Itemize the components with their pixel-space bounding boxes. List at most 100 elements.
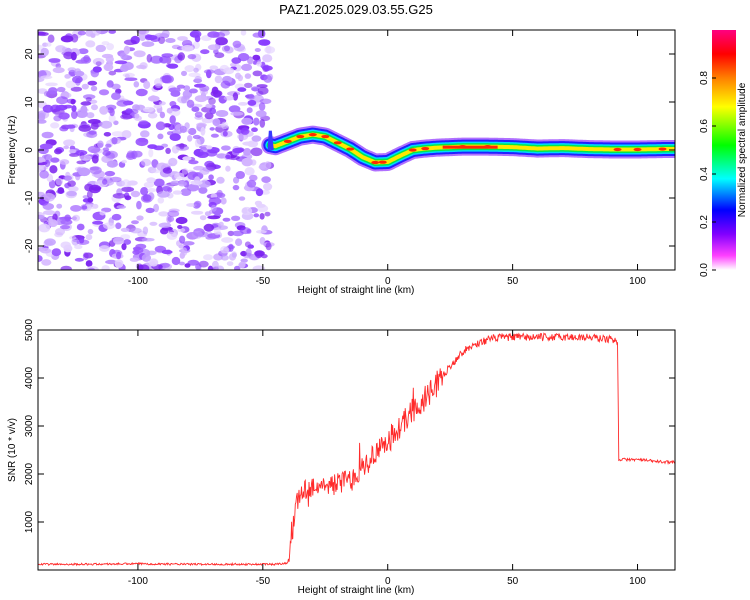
- snr-frame: [37, 329, 676, 571]
- noise-blob: [56, 96, 69, 105]
- noise-blob: [167, 187, 173, 193]
- noise-blob: [237, 53, 250, 62]
- noise-blob: [92, 203, 99, 209]
- noise-blob: [120, 227, 130, 232]
- noise-blob: [136, 30, 150, 35]
- noise-blob: [205, 103, 213, 109]
- noise-blob: [230, 111, 244, 116]
- noise-blob: [244, 73, 252, 79]
- noise-blob: [194, 111, 203, 118]
- noise-blob: [259, 213, 265, 220]
- noise-blob: [213, 227, 221, 236]
- snr-panel: -100 -50 0 50 100 1000 2000 3000 4000 5000 Heigh…: [7, 318, 676, 596]
- noise-blob: [41, 259, 52, 266]
- noise-blob: [214, 52, 225, 59]
- noise-blob: [48, 87, 58, 95]
- ridge-peak: [321, 134, 330, 139]
- noise-blob: [250, 147, 263, 157]
- noise-blob: [241, 117, 253, 125]
- noise-blob: [123, 39, 137, 46]
- noise-blob: [43, 192, 55, 202]
- noise-blob: [142, 226, 149, 235]
- noise-blob: [38, 156, 44, 163]
- noise-blob: [232, 184, 240, 191]
- noise-blob: [179, 235, 186, 244]
- noise-blob: [91, 104, 98, 111]
- noise-blob: [241, 157, 253, 167]
- bottom-y-tick-label: 5000: [24, 318, 35, 341]
- noise-blob: [71, 105, 77, 112]
- noise-blob: [218, 221, 224, 227]
- noise-blob: [70, 98, 76, 105]
- noise-blob: [209, 107, 217, 115]
- noise-blob: [135, 137, 149, 147]
- noise-blob: [265, 242, 272, 251]
- noise-blob: [235, 238, 243, 246]
- colorbar-label: Normalized spectral amplitude: [737, 82, 748, 217]
- noise-blob: [85, 97, 92, 102]
- top-x-tick-label: -50: [256, 276, 271, 287]
- noise-blob: [59, 225, 71, 230]
- noise-blob: [97, 140, 104, 149]
- noise-blob: [225, 154, 231, 159]
- noise-blob: [204, 112, 214, 120]
- top-x-tick-label: 50: [507, 276, 519, 287]
- noise-blob: [56, 203, 63, 209]
- noise-blob: [101, 53, 114, 59]
- bottom-x-axis-label: Height of straight line (km): [298, 585, 415, 596]
- noise-blob: [54, 148, 62, 155]
- noise-blob: [257, 86, 269, 95]
- noise-blob: [155, 83, 162, 89]
- noise-blob: [89, 166, 102, 175]
- noise-blob: [103, 222, 115, 230]
- noise-blob: [167, 63, 179, 69]
- noise-blob: [147, 112, 158, 119]
- noise-blob: [256, 203, 266, 208]
- noise-blob: [80, 101, 92, 106]
- noise-blob: [208, 97, 216, 105]
- noise-blob: [66, 190, 77, 197]
- noise-blob: [175, 216, 188, 225]
- noise-blob: [72, 214, 80, 222]
- noise-blob: [143, 181, 155, 188]
- noise-blob: [182, 156, 192, 161]
- noise-blob: [85, 234, 93, 241]
- noise-blob: [207, 215, 221, 220]
- noise-blob: [177, 36, 188, 41]
- noise-blob: [140, 89, 148, 95]
- noise-blob: [198, 186, 208, 194]
- colorbar-gradient: [712, 30, 736, 270]
- noise-blob: [252, 54, 261, 61]
- noise-blob: [237, 133, 249, 141]
- noise-blob: [86, 112, 95, 119]
- noise-blobs: [38, 30, 276, 270]
- colorbar: 0.0 0.2 0.4 0.6 0.8 Normalized spectral ampl…: [699, 30, 748, 277]
- noise-blob: [87, 267, 95, 270]
- noise-blob: [241, 206, 253, 216]
- colorbar-tick-label: 0.0: [699, 263, 710, 277]
- noise-blob: [87, 119, 101, 124]
- noise-blob: [77, 30, 86, 36]
- noise-blob: [216, 189, 223, 198]
- bottom-y-tick-label: 1000: [24, 510, 35, 533]
- noise-blob: [38, 255, 43, 262]
- noise-blob: [169, 133, 181, 142]
- noise-blob: [232, 92, 239, 101]
- bottom-y-tick-label: 2000: [24, 462, 35, 485]
- noise-blob: [264, 161, 272, 169]
- noise-blob: [204, 211, 211, 217]
- noise-blob: [170, 90, 181, 97]
- noise-blob: [221, 121, 229, 130]
- noise-blob: [38, 191, 45, 197]
- noise-blob: [78, 48, 89, 55]
- top-y-tick-label: -10: [24, 190, 35, 205]
- noise-blob: [80, 105, 88, 114]
- frequency-ridge: [261, 125, 675, 172]
- noise-blob: [104, 170, 116, 177]
- noise-blob: [207, 265, 214, 270]
- noise-blob: [74, 68, 82, 77]
- noise-blob: [48, 58, 61, 63]
- noise-blob: [121, 179, 131, 188]
- noise-blob: [38, 119, 47, 124]
- noise-blob: [71, 33, 79, 43]
